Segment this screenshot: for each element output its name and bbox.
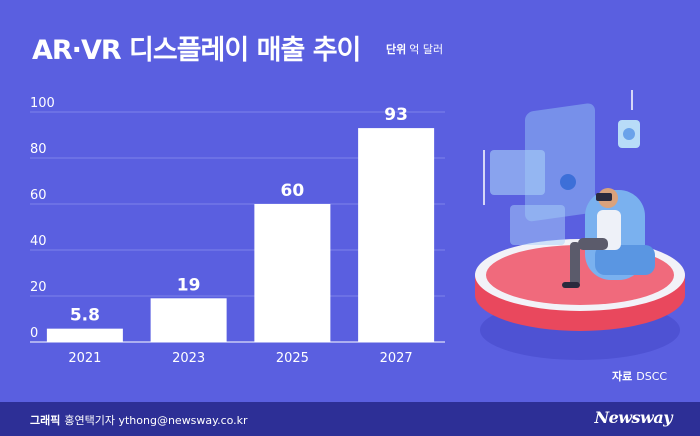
credit-value: 홍연택기자 ythong@newsway.co.kr [64, 414, 248, 427]
x-tick-label: 2023 [172, 351, 205, 366]
brand-logo: Newsway [594, 408, 672, 427]
bar-2023 [150, 298, 227, 342]
data-label: 60 [281, 181, 305, 201]
unit-note: 단위 억 달러 [386, 41, 443, 57]
vr-user-illustration [475, 90, 685, 360]
x-tick-label: 2025 [276, 351, 309, 366]
bar-2021 [46, 328, 123, 342]
x-tick-label: 2027 [380, 351, 413, 366]
footer-bar: 그래픽 홍연택기자 ythong@newsway.co.kr Newsway [0, 402, 700, 436]
y-tick-label: 60 [30, 188, 47, 203]
bar-2025 [254, 204, 331, 342]
credit: 그래픽 홍연택기자 ythong@newsway.co.kr [30, 412, 248, 428]
y-tick-label: 40 [30, 234, 47, 249]
y-tick-label: 20 [30, 280, 47, 295]
y-tick-label: 0 [30, 326, 38, 341]
credit-label: 그래픽 [30, 414, 61, 427]
bar-2027 [358, 128, 435, 342]
data-label: 5.8 [70, 306, 100, 326]
source-value: DSCC [636, 370, 668, 383]
source-note: 자료 DSCC [612, 368, 667, 384]
y-tick-label: 80 [30, 142, 47, 157]
unit-label: 단위 [386, 43, 407, 56]
data-label: 19 [177, 275, 201, 295]
y-tick-label: 100 [30, 96, 55, 111]
x-tick-label: 2021 [68, 351, 101, 366]
unit-value: 억 달러 [409, 43, 444, 56]
source-label: 자료 [612, 370, 633, 383]
bar-chart: 0 20 40 60 80 100 5.8 2021 19 2023 60 2025 93 2027 [30, 96, 445, 366]
chart-title: AR·VR 디스플레이 매출 추이 [32, 35, 361, 66]
data-label: 93 [384, 105, 408, 125]
